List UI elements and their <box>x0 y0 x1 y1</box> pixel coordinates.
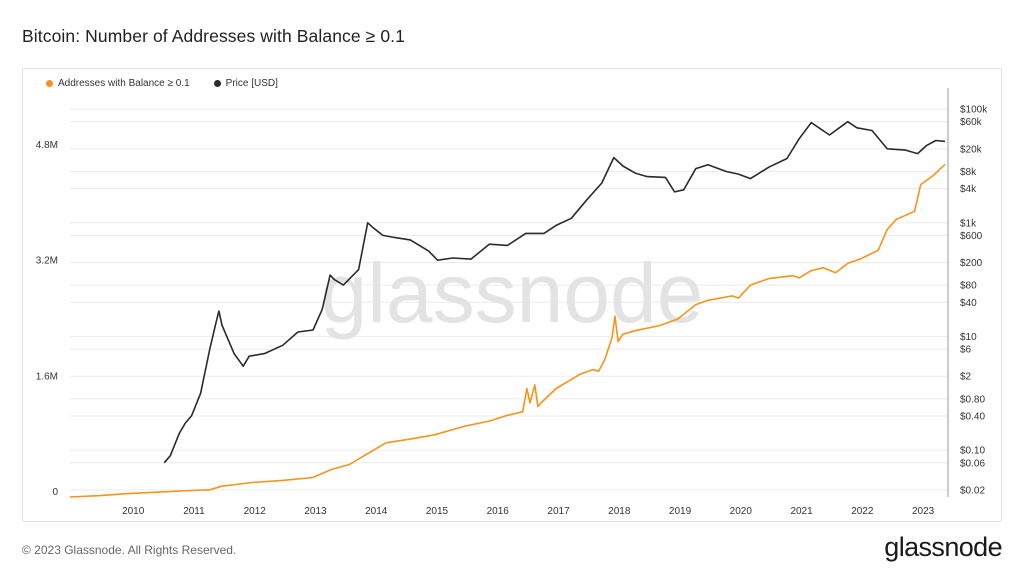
x-tick-label: 2014 <box>365 506 388 517</box>
legend-item-price[interactable]: Price [USD] <box>213 78 278 89</box>
watermark-text: glassnode <box>321 246 704 340</box>
y-right-tick-label: $0.06 <box>960 458 985 469</box>
legend-marker-addresses <box>46 80 53 87</box>
y-axis-right-ticks: $0.02 $0.06$0.10 $0.40 $0.80 $2 $6 $10 $40 $80 $2… <box>960 105 988 497</box>
y-right-tick-label: $60k <box>960 117 983 128</box>
y-axis-left-ticks: 0 1.6M 3.2M 4.8M <box>36 140 59 498</box>
y-right-tick-label: $0.40 <box>960 411 985 422</box>
y-right-tick-label: $0.10 <box>960 446 985 457</box>
y-right-tick-label: $2 <box>960 372 972 383</box>
x-tick-label: 2023 <box>912 506 935 517</box>
brand-logo[interactable]: glassnode <box>884 532 1002 562</box>
y-right-tick-label: $100k <box>960 105 988 116</box>
x-tick-label: 2011 <box>183 506 205 517</box>
y-right-tick-label: $4k <box>960 184 977 195</box>
y-right-tick-label: $0.02 <box>960 485 985 496</box>
price-series-line <box>163 120 946 464</box>
x-tick-label: 2020 <box>730 506 753 517</box>
legend-label-addresses: Addresses with Balance ≥ 0.1 <box>58 78 190 89</box>
y-right-tick-label: $80 <box>960 281 977 292</box>
x-tick-label: 2016 <box>487 506 510 517</box>
x-axis-ticks: 2010 2011 2012 2013 2014 2015 2016 2017 2018 2019… <box>122 506 935 517</box>
legend-label-price: Price [USD] <box>225 78 278 89</box>
x-tick-label: 2012 <box>244 506 267 517</box>
y-right-tick-label: $10 <box>960 332 977 343</box>
chart-title: Bitcoin: Number of Addresses with Balanc… <box>22 26 405 46</box>
x-tick-label: 2013 <box>304 506 327 517</box>
x-tick-label: 2022 <box>851 506 874 517</box>
x-tick-label: 2010 <box>122 506 145 517</box>
x-tick-label: 2018 <box>608 506 631 517</box>
series-lines <box>69 120 946 498</box>
y-left-tick-label: 0 <box>52 487 58 498</box>
x-tick-label: 2015 <box>426 506 449 517</box>
y-right-tick-label: $600 <box>960 231 983 242</box>
y-right-tick-label: $0.80 <box>960 394 985 405</box>
chart-panel <box>22 68 1002 522</box>
y-right-tick-label: $1k <box>960 218 977 229</box>
legend-marker-price <box>213 80 221 87</box>
grid-lines <box>70 108 948 491</box>
y-right-tick-label: $6 <box>960 345 972 356</box>
y-right-tick-label: $20k <box>960 144 983 155</box>
addresses-series-line <box>69 163 946 498</box>
y-right-tick-label: $40 <box>960 298 977 309</box>
y-right-tick-label: $200 <box>960 258 983 269</box>
y-left-tick-label: 4.8M <box>36 140 58 151</box>
y-left-tick-label: 1.6M <box>36 371 58 382</box>
y-left-tick-label: 3.2M <box>36 256 58 267</box>
legend-item-addresses[interactable]: Addresses with Balance ≥ 0.1 <box>46 78 190 89</box>
x-tick-label: 2019 <box>669 506 692 517</box>
copyright-text: © 2023 Glassnode. All Rights Reserved. <box>22 543 237 557</box>
chart-legend: Addresses with Balance ≥ 0.1 Price [USD] <box>46 78 278 89</box>
x-tick-label: 2017 <box>547 506 570 517</box>
x-tick-label: 2021 <box>790 506 813 517</box>
y-right-tick-label: $8k <box>960 167 977 178</box>
